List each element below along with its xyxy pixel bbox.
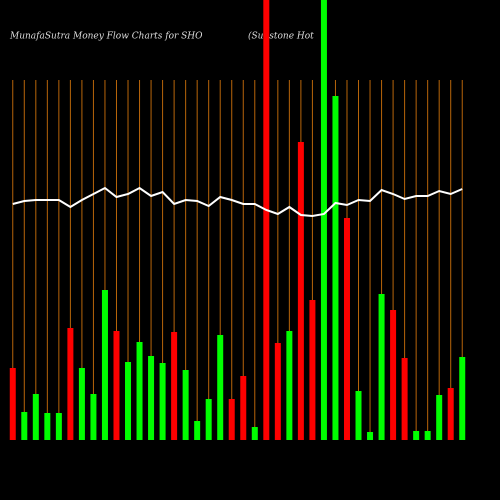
bar	[297, 142, 304, 440]
bar	[136, 342, 143, 440]
bar	[355, 391, 362, 440]
bar	[343, 218, 350, 440]
chart-subtitle: (Sunstone Hot	[248, 31, 314, 42]
bar	[113, 331, 120, 440]
bar	[55, 413, 62, 440]
bar	[101, 290, 108, 440]
bar	[240, 376, 247, 440]
bar	[148, 356, 155, 440]
bar	[194, 421, 201, 440]
bar	[286, 331, 293, 440]
bar	[125, 362, 132, 440]
bar	[378, 294, 385, 440]
chart-title: MunafaSutra Money Flow Charts for SHO	[9, 32, 203, 42]
bar	[320, 0, 327, 440]
bar	[309, 300, 316, 440]
bar	[228, 399, 235, 440]
bar	[251, 427, 258, 440]
bar	[263, 0, 270, 440]
bar	[401, 358, 408, 440]
bar	[332, 96, 339, 440]
bar	[413, 431, 420, 440]
bar	[436, 395, 443, 440]
bar	[9, 368, 16, 440]
bar	[367, 432, 374, 440]
bar	[44, 413, 51, 440]
bar	[447, 388, 454, 440]
bar	[171, 332, 178, 440]
bar	[217, 335, 224, 440]
bar	[274, 343, 281, 440]
bar	[159, 363, 166, 440]
money-flow-line	[12, 186, 463, 218]
bar	[21, 412, 28, 440]
bar	[32, 394, 39, 440]
bar	[67, 328, 74, 440]
bar	[90, 394, 97, 440]
bar	[424, 431, 431, 440]
bar	[390, 310, 397, 440]
bar	[205, 399, 212, 440]
bar	[182, 370, 189, 440]
bar	[459, 357, 466, 440]
bar	[78, 368, 85, 440]
